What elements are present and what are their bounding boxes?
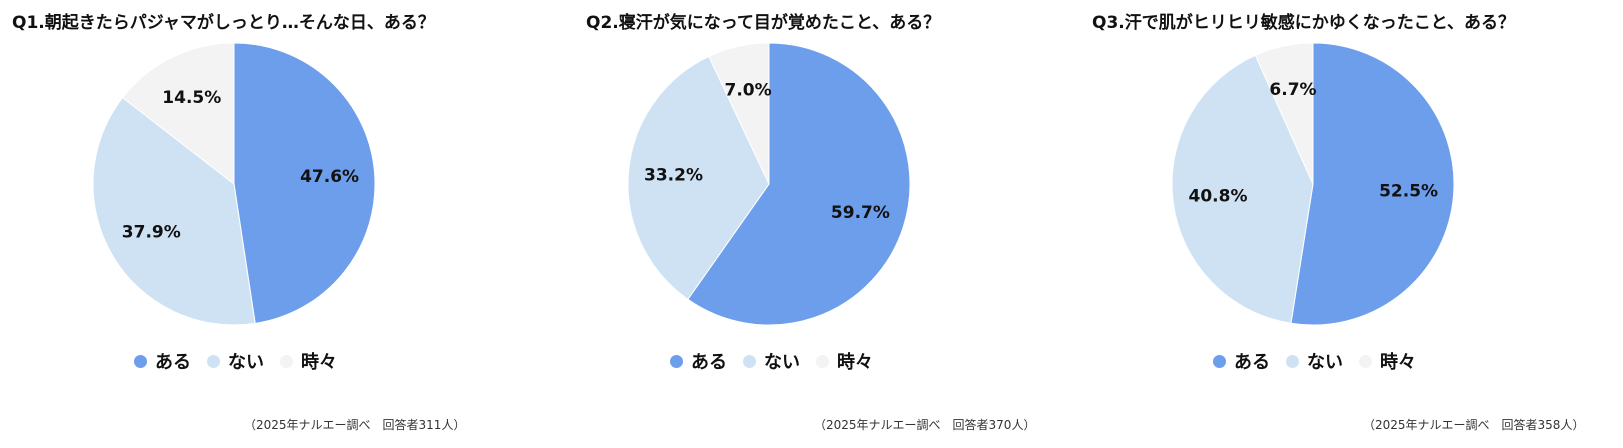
slice-label-1: 37.9% — [122, 223, 181, 243]
pie-chart-q2: 59.7% 33.2% 7.0% — [627, 42, 911, 326]
legend-label: ある — [1234, 352, 1270, 373]
pie-slice-0 — [233, 42, 376, 324]
chart-title: Q1.朝起きたらパジャマがしっとり…そんな日、ある？ — [12, 13, 435, 33]
legend-item-aru: ある — [134, 348, 191, 374]
legend-label: ある — [155, 352, 191, 373]
slice-label-0: 47.6% — [300, 167, 359, 187]
legend-dot-icon — [280, 354, 293, 368]
chart-title: Q3.汗で肌がヒリヒリ敏感にかゆくなったこと、ある？ — [1092, 13, 1516, 33]
pie-chart-q1: 47.6% 37.9% 14.5% — [92, 42, 376, 326]
slice-label-2: 6.7% — [1269, 80, 1316, 100]
legend-label: 時々 — [1380, 352, 1416, 373]
legend-dot-icon — [743, 354, 756, 368]
legend-item-tokidoki: 時々 — [816, 348, 873, 374]
pie-slice-0 — [1290, 42, 1455, 326]
slice-label-2: 7.0% — [725, 80, 772, 100]
legend-dot-icon — [1286, 354, 1299, 368]
legend-label: 時々 — [301, 352, 337, 373]
legend-label: ある — [691, 352, 727, 373]
legend-dot-icon — [816, 354, 829, 368]
legend-dot-icon — [207, 354, 220, 368]
slice-label-1: 33.2% — [644, 166, 703, 186]
slice-label-2: 14.5% — [162, 88, 221, 108]
legend-item-aru: ある — [670, 348, 727, 374]
pie-slice-1 — [1171, 54, 1314, 324]
source-note: （2025年ナルエー調べ 回答者358人） — [1363, 418, 1585, 432]
pie-slice-1 — [627, 55, 770, 301]
legend-item-aru: ある — [1213, 348, 1270, 374]
legend-dot-icon — [670, 354, 683, 368]
chart-panel-q2: Q2.寝汗が気になって目が覚めたこと、ある？ 59.7% 33.2% 7.0% ある… — [541, 0, 1082, 448]
legend-item-tokidoki: 時々 — [1359, 348, 1416, 374]
pie-slice-2 — [121, 42, 235, 186]
legend-dot-icon — [1213, 354, 1226, 368]
legend-dot-icon — [134, 354, 147, 368]
legend-item-nai: ない — [207, 348, 264, 374]
legend-item-nai: ない — [743, 348, 800, 374]
source-note: （2025年ナルエー調べ 回答者370人） — [814, 418, 1036, 432]
pie-slice-0 — [687, 42, 911, 326]
chart-legend: ある ない 時々 — [134, 348, 337, 374]
legend-label: ない — [764, 352, 800, 373]
legend-label: ない — [228, 352, 264, 373]
pie-chart-q3: 52.5% 40.8% 6.7% — [1171, 42, 1455, 326]
legend-label: ない — [1307, 352, 1343, 373]
pie-slice-2 — [1254, 42, 1314, 185]
chart-legend: ある ない 時々 — [670, 348, 873, 374]
slice-label-0: 52.5% — [1379, 182, 1438, 202]
slice-label-1: 40.8% — [1189, 187, 1248, 207]
chart-title: Q2.寝汗が気になって目が覚めたこと、ある？ — [586, 13, 941, 33]
chart-legend: ある ない 時々 — [1213, 348, 1416, 374]
legend-item-tokidoki: 時々 — [280, 348, 337, 374]
pie-slice-2 — [708, 42, 770, 185]
legend-dot-icon — [1359, 354, 1372, 368]
slice-label-0: 59.7% — [831, 203, 890, 223]
legend-label: 時々 — [837, 352, 873, 373]
chart-panel-q1: Q1.朝起きたらパジャマがしっとり…そんな日、ある？ 47.6% 37.9% 14.… — [0, 0, 541, 448]
pie-slice-1 — [92, 96, 256, 326]
legend-item-nai: ない — [1286, 348, 1343, 374]
source-note: （2025年ナルエー調べ 回答者311人） — [244, 418, 466, 432]
chart-panel-q3: Q3.汗で肌がヒリヒリ敏感にかゆくなったこと、ある？ 52.5% 40.8% 6.7… — [1082, 0, 1623, 448]
